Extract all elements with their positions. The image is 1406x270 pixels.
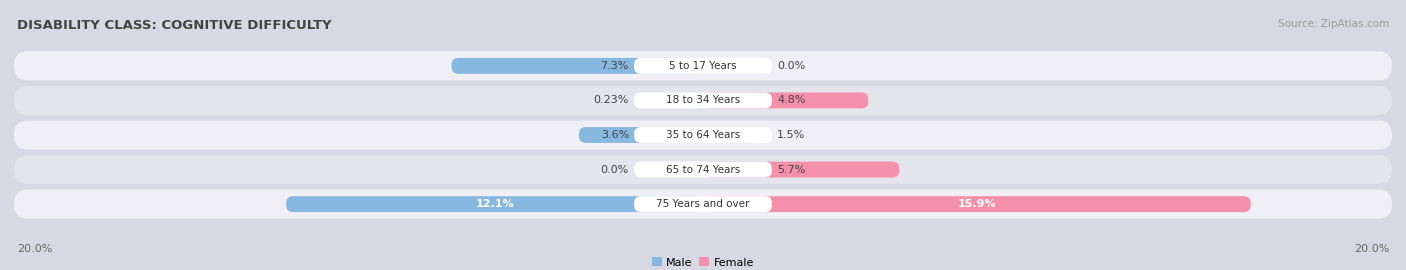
FancyBboxPatch shape: [634, 162, 772, 177]
Text: 65 to 74 Years: 65 to 74 Years: [666, 164, 740, 175]
Text: DISABILITY CLASS: COGNITIVE DIFFICULTY: DISABILITY CLASS: COGNITIVE DIFFICULTY: [17, 19, 332, 32]
FancyBboxPatch shape: [287, 196, 703, 212]
Text: 4.8%: 4.8%: [778, 95, 806, 106]
Text: 35 to 64 Years: 35 to 64 Years: [666, 130, 740, 140]
Text: 0.0%: 0.0%: [600, 164, 628, 175]
Text: 12.1%: 12.1%: [475, 199, 515, 209]
FancyBboxPatch shape: [14, 51, 1392, 80]
Text: 75 Years and over: 75 Years and over: [657, 199, 749, 209]
FancyBboxPatch shape: [14, 120, 1392, 150]
FancyBboxPatch shape: [703, 162, 900, 177]
Text: 5 to 17 Years: 5 to 17 Years: [669, 61, 737, 71]
Text: 20.0%: 20.0%: [1354, 244, 1389, 254]
Legend: Male, Female: Male, Female: [652, 257, 754, 268]
FancyBboxPatch shape: [14, 190, 1392, 219]
FancyBboxPatch shape: [634, 127, 772, 143]
Text: 3.6%: 3.6%: [600, 130, 628, 140]
FancyBboxPatch shape: [451, 58, 703, 74]
Text: 0.23%: 0.23%: [593, 95, 628, 106]
FancyBboxPatch shape: [14, 86, 1392, 115]
FancyBboxPatch shape: [634, 196, 772, 212]
FancyBboxPatch shape: [579, 127, 703, 143]
Text: 0.0%: 0.0%: [778, 61, 806, 71]
FancyBboxPatch shape: [703, 127, 755, 143]
Text: 18 to 34 Years: 18 to 34 Years: [666, 95, 740, 106]
Text: 1.5%: 1.5%: [778, 130, 806, 140]
FancyBboxPatch shape: [634, 93, 772, 108]
Text: 20.0%: 20.0%: [17, 244, 52, 254]
Text: 15.9%: 15.9%: [957, 199, 997, 209]
FancyBboxPatch shape: [703, 93, 869, 108]
FancyBboxPatch shape: [14, 155, 1392, 184]
Text: 5.7%: 5.7%: [778, 164, 806, 175]
FancyBboxPatch shape: [703, 196, 1251, 212]
Text: 7.3%: 7.3%: [600, 61, 628, 71]
FancyBboxPatch shape: [634, 58, 772, 74]
FancyBboxPatch shape: [695, 93, 703, 108]
Text: Source: ZipAtlas.com: Source: ZipAtlas.com: [1278, 19, 1389, 29]
